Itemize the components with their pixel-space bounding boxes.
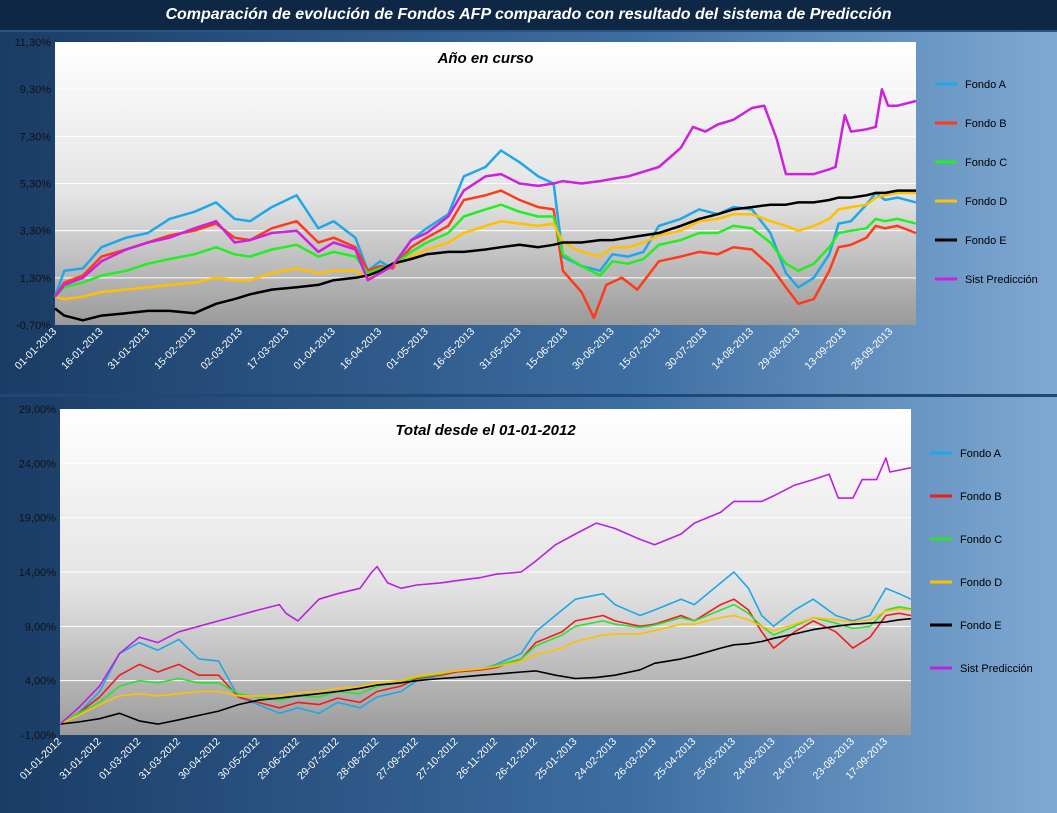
legend-label: Fondo D (960, 577, 1002, 589)
series-line-0 (59, 571, 912, 725)
bottom-chart: -1,00% 4,00% 9,00% 14,00% 19,00% 24,00% 29,00%… (18, 404, 1033, 783)
y-tick-label: 7,30% (20, 131, 51, 143)
legend-label: Fondo E (965, 235, 1007, 247)
x-tick-label: 30-05-2012 (216, 736, 263, 783)
x-tick-label: 01-01-2013 (13, 326, 60, 373)
legend-label: Fondo B (960, 491, 1002, 503)
x-tick-label: 25-04-2013 (652, 736, 699, 783)
series-line-3 (59, 608, 912, 725)
x-tick-label: 15-02-2013 (152, 326, 199, 373)
x-tick-label: 25-01-2013 (533, 736, 580, 783)
legend-label: Fondo E (960, 620, 1002, 632)
x-tick-label: 27-09-2012 (374, 736, 421, 783)
series-line-0 (53, 149, 917, 298)
legend-label: Fondo B (965, 118, 1007, 130)
x-tick-label: 30-06-2013 (570, 326, 617, 373)
main-title: Comparación de evolución de Fondos AFP c… (0, 0, 1057, 30)
x-tick-label: 01-01-2012 (18, 736, 65, 783)
y-tick-label: 9,30% (20, 84, 51, 96)
x-tick-label: 13-09-2013 (802, 326, 849, 373)
series-line-3 (54, 191, 916, 301)
y-tick-label: 3,30% (20, 226, 51, 238)
y-tick-label: 24,00% (19, 458, 57, 470)
x-tick-label: 15-07-2013 (617, 326, 664, 373)
legend-label: Sist Predicción (960, 663, 1033, 675)
x-tick-label: 16-04-2013 (338, 326, 385, 373)
x-tick-label: 30-07-2013 (663, 326, 710, 373)
x-tick-label: 01-03-2012 (97, 736, 144, 783)
x-tick-label: 31-01-2012 (57, 736, 104, 783)
x-tick-label: 26-03-2013 (612, 736, 659, 783)
x-tick-label: 30-04-2012 (176, 736, 223, 783)
y-tick-label: 4,00% (25, 676, 56, 688)
x-tick-label: 24-07-2013 (771, 736, 818, 783)
top-chart: -0,70% 1,30% 3,30% 5,30% 7,30% 9,30% 11,30% 01-… (13, 37, 1038, 373)
x-tick-label: 26-12-2012 (493, 736, 540, 783)
y-tick-label: 11,30% (15, 37, 52, 49)
y-tick-label: 29,00% (19, 404, 57, 416)
y-tick-label: -1,00% (21, 730, 56, 742)
x-tick-label: 28-08-2012 (335, 736, 382, 783)
legend-label: Fondo C (960, 534, 1002, 546)
x-tick-label: 01-05-2013 (384, 326, 431, 373)
x-tick-label: 29-07-2012 (295, 736, 342, 783)
y-tick-label: -0,70% (16, 320, 51, 332)
y-tick-label: 1,30% (20, 273, 51, 285)
top-chart-panel: -0,70% 1,30% 3,30% 5,30% 7,30% 9,30% 11,30% 01-… (0, 32, 1057, 394)
x-tick-label: 29-06-2012 (256, 736, 303, 783)
legend-label: Fondo D (965, 196, 1007, 208)
y-tick-label: 9,00% (25, 621, 56, 633)
x-tick-label: 24-02-2013 (573, 736, 620, 783)
x-tick-label: 31-03-2012 (137, 736, 184, 783)
x-tick-label: 31-01-2013 (106, 326, 153, 373)
legend-label: Sist Predicción (965, 274, 1038, 286)
legend-label: Fondo C (965, 157, 1007, 169)
y-tick-label: 19,00% (19, 513, 57, 525)
x-tick-label: 27-10-2012 (414, 736, 461, 783)
x-tick-label: 29-08-2013 (756, 326, 803, 373)
x-tick-label: 01-04-2013 (291, 326, 338, 373)
x-tick-label: 14-08-2013 (710, 326, 757, 373)
x-tick-label: 15-06-2013 (524, 326, 571, 373)
x-tick-label: 31-05-2013 (477, 326, 524, 373)
x-tick-label: 02-03-2013 (198, 326, 245, 373)
chart-title: Año en curso (437, 50, 534, 67)
series-line-5 (59, 457, 912, 725)
series-line-4 (59, 617, 912, 725)
x-tick-label: 17-03-2013 (245, 326, 292, 373)
y-tick-label: 14,00% (19, 567, 57, 579)
bottom-chart-panel: -1,00% 4,00% 9,00% 14,00% 19,00% 24,00% 29,00%… (0, 397, 1057, 813)
x-tick-label: 25-05-2013 (692, 736, 739, 783)
x-tick-label: 16-01-2013 (59, 326, 106, 373)
x-tick-label: 28-09-2013 (849, 326, 896, 373)
legend-label: Fondo A (965, 79, 1007, 91)
x-tick-label: 24-06-2013 (731, 736, 778, 783)
series-line-2 (54, 203, 917, 298)
series-line-2 (59, 603, 912, 725)
chart-title: Total desde el 01-01-2012 (395, 422, 576, 439)
series-line-5 (54, 87, 917, 298)
legend-label: Fondo A (960, 448, 1002, 460)
x-tick-label: 16-05-2013 (431, 326, 478, 373)
y-tick-label: 5,30% (20, 179, 51, 191)
series-line-4 (54, 189, 916, 322)
